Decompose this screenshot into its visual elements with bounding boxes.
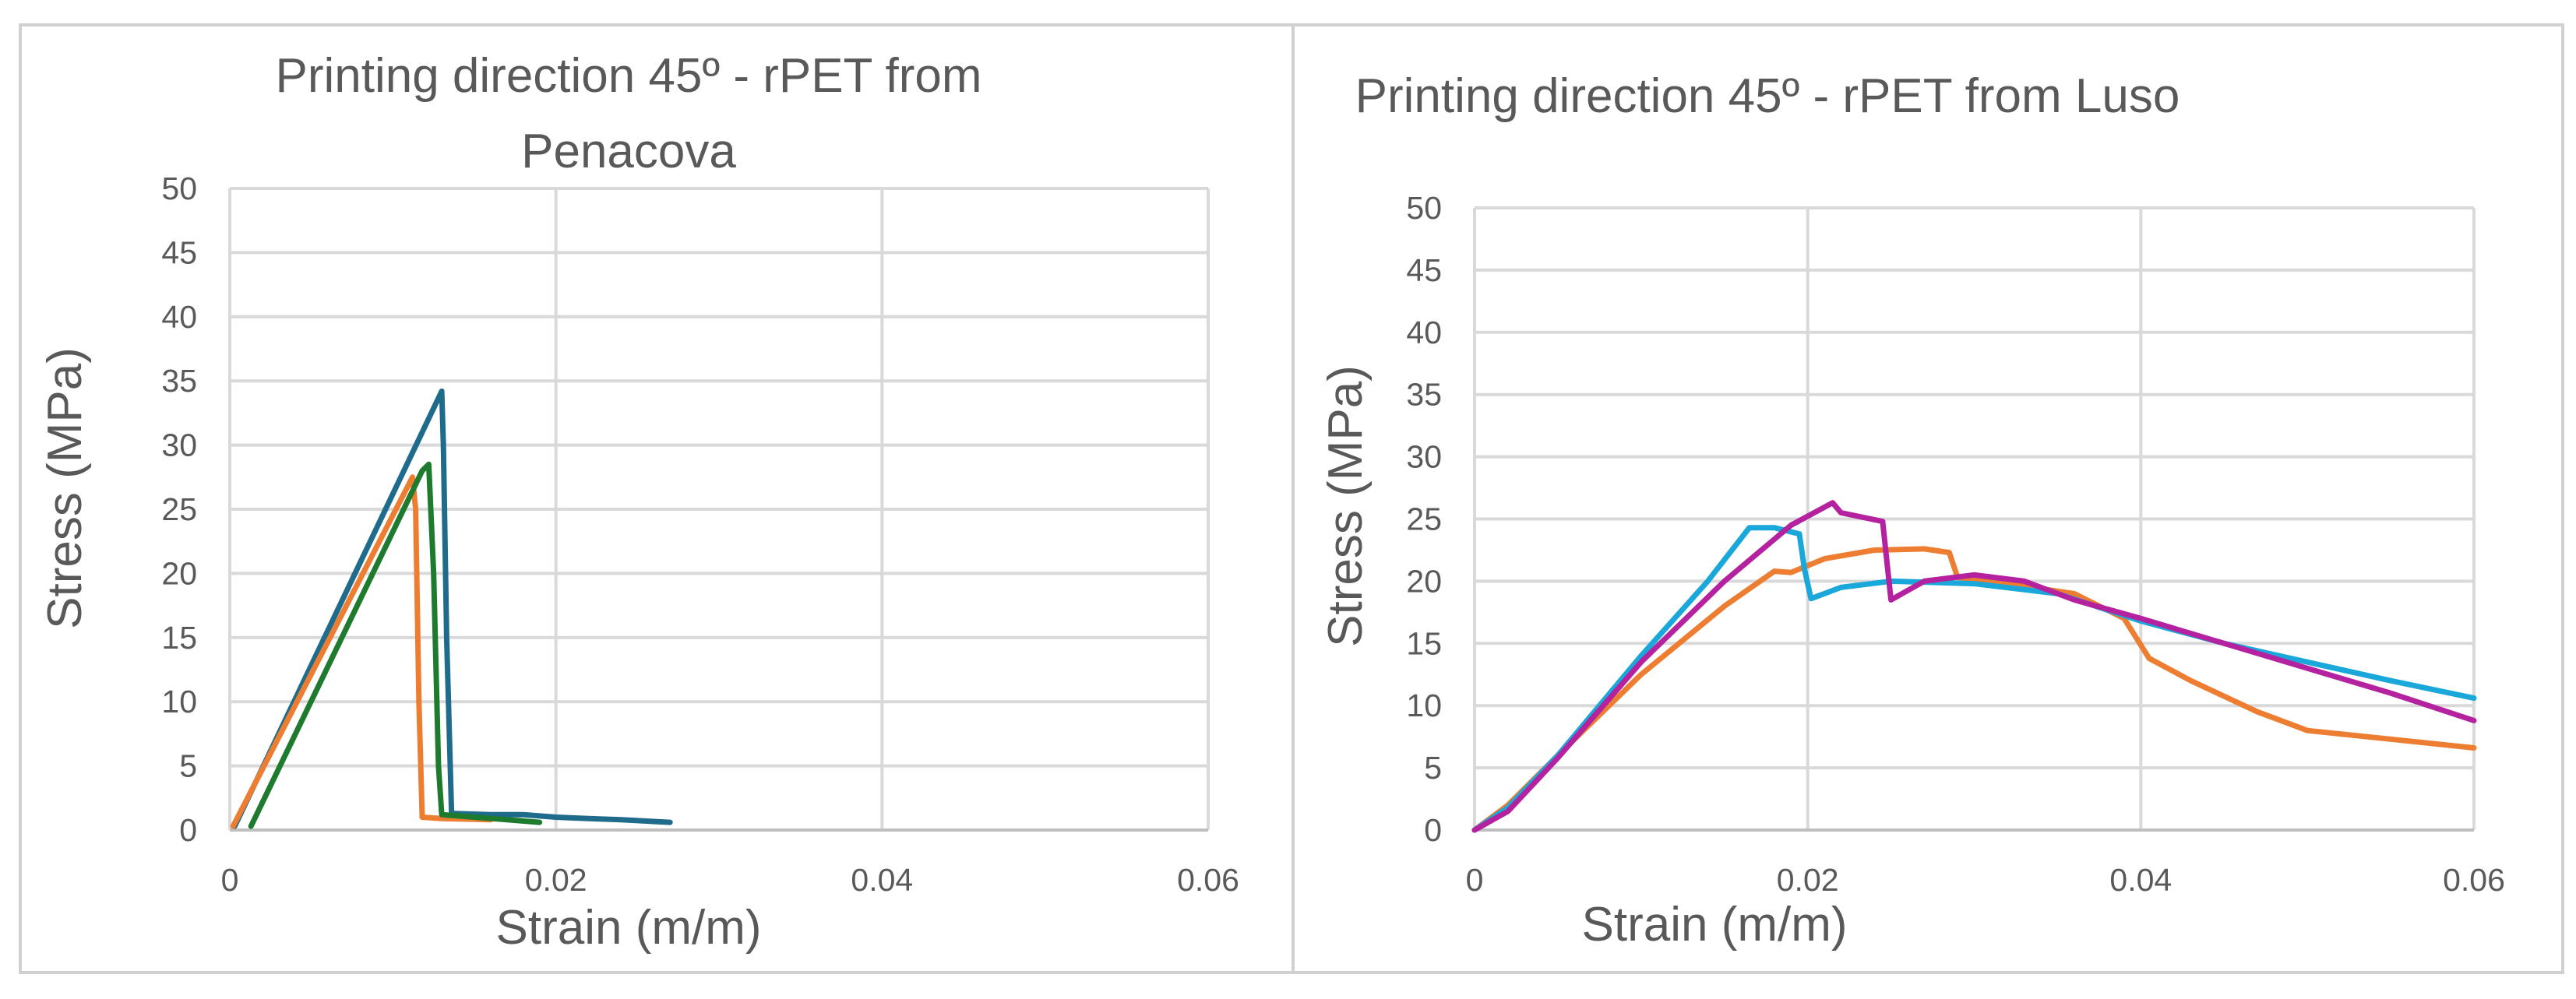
series-line-2 <box>230 474 494 829</box>
chart-title-line-2: Penacova <box>521 125 736 178</box>
y-tick-label: 5 <box>179 748 197 784</box>
y-tick-label: 20 <box>1406 563 1442 599</box>
x-axis-label: Strain (m/m) <box>496 901 762 955</box>
y-tick-label: 30 <box>161 427 197 463</box>
chart-luso: Printing direction 45º - rPET from Luso … <box>1319 69 2505 952</box>
y-tick-label: 25 <box>161 491 197 527</box>
y-tick-label: 0 <box>1424 812 1442 848</box>
y-axis-label: Stress (MPa) <box>1319 365 1373 647</box>
y-tick-label: 40 <box>1406 315 1442 350</box>
x-tick-label: 0.02 <box>1777 862 1839 898</box>
series-line-3 <box>1471 500 2477 833</box>
x-tick-label: 0.06 <box>2443 862 2505 898</box>
y-tick-label: 45 <box>161 234 197 270</box>
chart-title-line-1: Printing direction 45º - rPET from <box>275 49 981 103</box>
y-tick-label: 35 <box>1406 377 1442 413</box>
y-tick-label: 15 <box>161 620 197 656</box>
x-tick-label: 0 <box>1466 862 1484 898</box>
y-tick-label: 40 <box>161 299 197 335</box>
x-tick-label: 0.04 <box>851 862 913 898</box>
y-tick-label: 15 <box>1406 625 1442 661</box>
y-tick-label: 5 <box>1424 750 1442 786</box>
y-axis-label: Stress (MPa) <box>38 347 92 629</box>
y-tick-label: 0 <box>179 812 197 848</box>
y-tick-label: 45 <box>1406 252 1442 288</box>
x-tick-label: 0.06 <box>1177 862 1239 898</box>
y-tick-label: 50 <box>161 171 197 206</box>
y-tick-label: 25 <box>1406 501 1442 537</box>
y-tick-label: 35 <box>161 363 197 399</box>
x-tick-label: 0.02 <box>525 862 587 898</box>
right-chart-frame <box>1292 23 2564 974</box>
series-line-1 <box>1471 546 2477 833</box>
y-tick-label: 10 <box>161 684 197 719</box>
x-tick-label: 0.04 <box>2109 862 2172 898</box>
y-tick-label: 20 <box>161 555 197 591</box>
series-line-3 <box>248 461 543 829</box>
y-tick-label: 30 <box>1406 439 1442 475</box>
chart-penacova: Printing direction 45º - rPET from Penac… <box>38 49 1239 955</box>
chart-title-line-1: Printing direction 45º - rPET from Luso <box>1355 69 2180 123</box>
x-tick-label: 0 <box>221 862 239 898</box>
y-tick-label: 50 <box>1406 190 1442 226</box>
x-axis-label: Strain (m/m) <box>1582 898 1848 952</box>
y-tick-label: 10 <box>1406 688 1442 723</box>
series-line-1 <box>231 388 673 829</box>
